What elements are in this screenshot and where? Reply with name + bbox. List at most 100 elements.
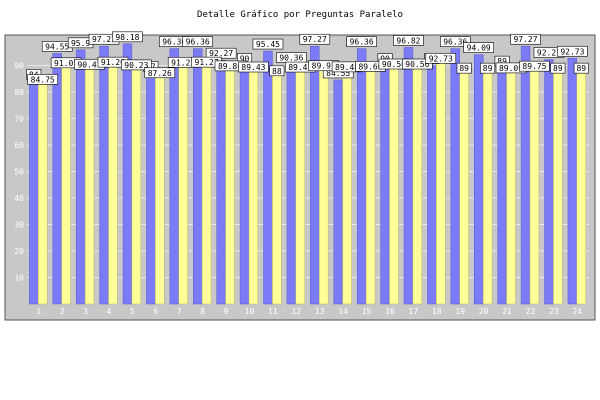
data-label-box [299,33,331,45]
x-tick-label: 23 [549,307,559,316]
bar-series-2 [295,66,305,305]
data-label-text: 96.36 [162,38,186,47]
x-tick-label: 17 [409,307,419,316]
data-label-text: 89.41 [288,63,312,72]
data-label-text: 92.73 [560,47,584,56]
data-label: 95.45 [252,38,284,50]
data-label-text: 95.45 [256,40,280,49]
bar-series-2 [389,63,399,305]
bar-series-1 [263,50,273,305]
data-label: 89 [573,62,589,74]
bar-series-1 [403,47,414,305]
x-tick-label: 9 [224,307,229,316]
bar-series-1 [427,65,437,305]
bar-series-2 [459,67,469,305]
data-label-text: 89.91 [312,62,336,71]
data-label-text: 84.75 [31,75,55,84]
x-tick-label: 13 [315,307,325,316]
y-tick-label: 80 [14,88,24,97]
x-tick-label: 19 [455,307,465,316]
bar-series-1 [122,43,133,305]
bar-series-1 [474,54,484,305]
x-tick-label: 20 [479,307,489,316]
data-label-text: 92.27 [209,49,233,58]
bar-series-1 [75,49,86,305]
y-tick-label: 60 [14,141,24,150]
data-label-text: 89 [459,64,469,73]
data-label-text: 89.86 [218,62,242,71]
y-tick-label: 70 [14,115,24,124]
y-tick-label: 20 [14,247,24,256]
data-label: 90.56 [402,58,433,70]
y-tick-label: 90 [14,62,24,71]
data-label-box [510,33,541,45]
bar-series-1 [169,48,179,305]
data-label-text: 90.23 [124,61,148,70]
bar-series-1 [216,59,226,305]
x-tick-label: 18 [432,307,442,316]
bar-series-1 [497,67,507,305]
bar-series-2 [529,65,540,305]
data-label: 96.36 [346,36,377,47]
data-label-text: 92.73 [429,54,453,63]
bar-series-2 [61,62,71,305]
x-tick-label: 22 [526,307,536,316]
bar-series-2 [436,58,446,305]
bar-series-2 [108,61,118,305]
y-tick-label: 50 [14,168,24,177]
bar-series-2 [318,65,329,305]
data-label-text: 89.09 [499,64,523,73]
data-label: 96.36 [439,36,471,47]
data-label: 94.09 [463,42,495,53]
bar-series-2 [37,79,48,305]
bar-series-1 [286,64,297,305]
data-label-box [557,45,588,57]
data-label-text: 96.82 [396,36,420,45]
data-label-text: 89 [483,64,493,73]
data-label-box [573,62,589,74]
data-label: 89 [456,62,472,74]
data-label-text: 97.27 [92,35,116,44]
data-label-box [463,42,495,53]
x-tick-label: 10 [245,307,255,316]
bar-series-2 [342,66,352,305]
bar-series-1 [544,59,554,305]
data-label-text: 97.27 [513,35,537,44]
data-label-text: 89.66 [358,62,382,71]
x-tick-label: 16 [385,307,395,316]
x-tick-label: 2 [60,307,65,316]
data-label-box [238,61,269,73]
data-label-text: 84.55 [326,69,350,78]
data-label-text: 96.36 [350,38,374,47]
data-label-box [112,31,143,43]
data-label-text: 89.48 [335,63,359,72]
bar-series-2 [201,61,212,305]
data-label: 90.36 [276,52,307,63]
data-label-box [346,36,377,47]
y-tick-label: 30 [14,221,24,230]
data-label: 89.75 [519,60,550,72]
data-label-text: 87.26 [148,69,172,78]
data-label-text: 96.36 [443,38,467,47]
x-tick-label: 3 [83,307,88,316]
bar-series-2 [155,72,165,305]
bar-series-2 [482,67,493,305]
y-tick-label: 10 [14,274,24,283]
bar-series-2 [248,66,259,305]
data-label: 96.82 [393,35,424,46]
data-label-text: 90.56 [405,60,429,69]
data-label: 92.73 [557,45,588,57]
data-label: 94.55 [41,41,73,52]
data-label-box [456,62,472,74]
data-label: 92.27 [205,47,237,59]
bar-series-1 [333,79,343,305]
x-tick-label: 4 [107,307,112,316]
bar-series-2 [225,65,235,305]
data-label: 84.75 [27,74,58,85]
data-label-box [439,36,471,47]
data-label-text: 97.27 [303,35,327,44]
data-label-text: 90.56 [382,60,406,69]
x-tick-label: 6 [153,307,158,316]
data-label-box [182,36,214,47]
